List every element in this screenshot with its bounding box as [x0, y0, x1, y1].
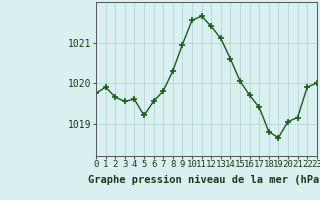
X-axis label: Graphe pression niveau de la mer (hPa): Graphe pression niveau de la mer (hPa)	[88, 175, 320, 185]
